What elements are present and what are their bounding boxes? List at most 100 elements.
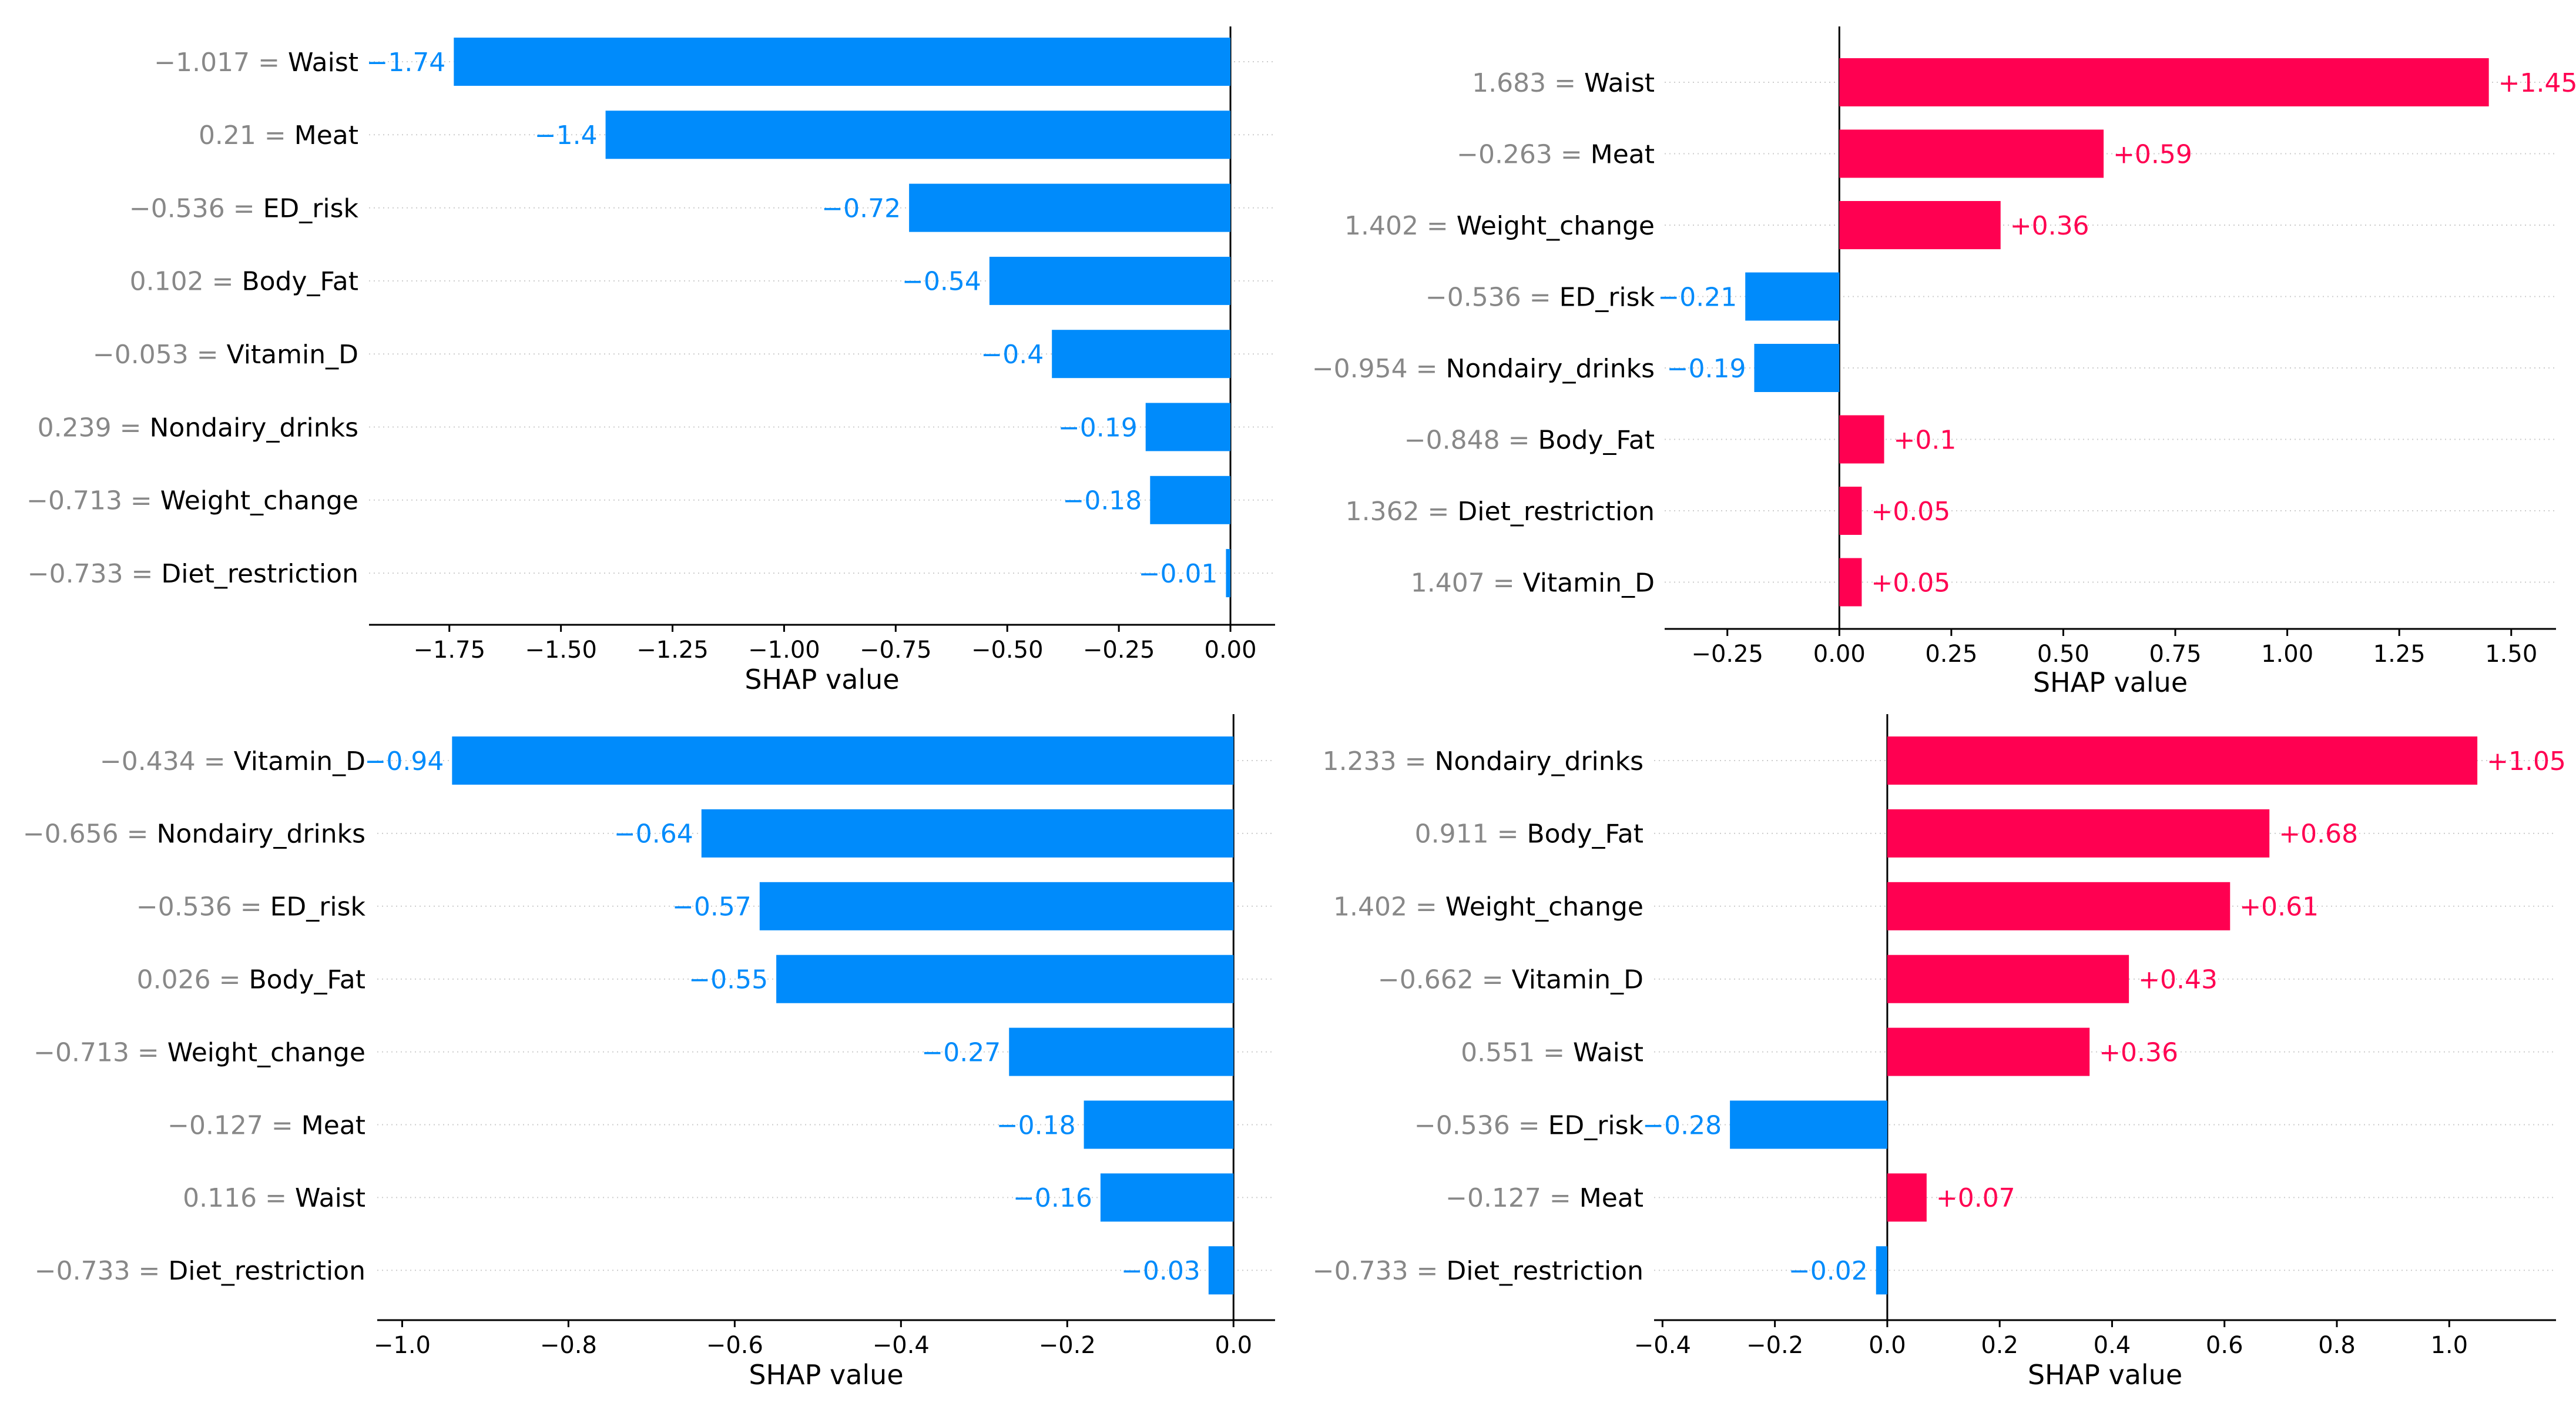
shap-value-label: −0.55	[689, 965, 768, 995]
feature-name: Diet_restriction	[161, 559, 358, 589]
feature-name: Nondairy_drinks	[1434, 746, 1643, 776]
shap-bar-vitamin-d	[1052, 330, 1231, 379]
shap-bar-ed-risk	[759, 882, 1234, 930]
feature-label: −0.954 = Nondairy_drinks	[1312, 354, 1655, 384]
x-tick-label: 0.4	[2094, 1332, 2131, 1359]
shap-bar-waist	[454, 38, 1231, 86]
feature-label: 0.026 = Body_Fat	[137, 965, 365, 995]
shap-bar-nondairy-drinks	[701, 809, 1234, 858]
shap-bar-meat	[1084, 1100, 1234, 1149]
x-axis-title: SHAP value	[749, 1359, 903, 1391]
shap-bar-weight-change	[1150, 476, 1231, 524]
shap-value-label: −0.54	[902, 267, 981, 297]
shap-bar-body-fat	[776, 955, 1234, 1003]
feature-label: 1.402 = Weight_change	[1333, 892, 1643, 922]
feature-name: Diet_restriction	[1446, 1256, 1643, 1286]
shap-value-label: −0.01	[1139, 559, 1218, 589]
feature-label: −0.127 = Meat	[1445, 1183, 1643, 1213]
x-tick-label: 1.0	[2430, 1332, 2468, 1359]
feature-value: 0.551 =	[1461, 1037, 1573, 1067]
shap-bar-vitamin-d	[1887, 955, 2129, 1003]
shap-value-label: +0.68	[2279, 819, 2358, 849]
x-tick-label: −0.2	[1039, 1332, 1096, 1359]
shap-value-label: −0.16	[1013, 1183, 1092, 1213]
feature-value: 1.407 =	[1411, 568, 1523, 598]
x-tick-label: 0.0	[1215, 1332, 1252, 1359]
shap-value-label: +0.43	[2138, 965, 2218, 995]
feature-value: 1.233 =	[1323, 746, 1435, 776]
shap-value-label: +0.1	[1894, 425, 1957, 455]
feature-value: 0.026 =	[137, 965, 249, 995]
shap-value-label: −1.4	[535, 120, 598, 150]
x-axis-title: SHAP value	[2028, 1359, 2182, 1391]
shap-value-label: −0.94	[364, 746, 444, 776]
feature-value: −0.733 =	[1313, 1256, 1447, 1286]
feature-value: 1.402 =	[1344, 211, 1457, 241]
x-tick-label: −0.25	[1083, 637, 1155, 664]
feature-value: −0.656 =	[23, 819, 157, 849]
x-axis-title: SHAP value	[744, 664, 899, 695]
feature-name: Meat	[301, 1110, 365, 1140]
feature-name: Weight_change	[160, 486, 358, 516]
x-tick-label: 0.00	[1813, 641, 1866, 668]
feature-name: ED_risk	[263, 193, 359, 223]
x-tick-label: 0.0	[1869, 1332, 1906, 1359]
shap-bar-nondairy-drinks	[1754, 344, 1840, 392]
feature-label: 1.407 = Vitamin_D	[1411, 568, 1655, 598]
feature-value: −0.053 =	[93, 340, 227, 370]
feature-value: −0.848 =	[1404, 425, 1538, 455]
shap-value-label: −0.18	[1062, 486, 1142, 516]
feature-name: Body_Fat	[1527, 819, 1643, 849]
feature-name: Weight_change	[1445, 892, 1643, 922]
feature-label: 1.402 = Weight_change	[1344, 211, 1655, 241]
shap-value-label: −0.18	[997, 1110, 1076, 1140]
shap-panel-4: +1.05 1.233 = Nondairy_drinks +0.68 0.911 =…	[1313, 714, 2566, 1391]
x-tick-label: −1.0	[374, 1332, 431, 1359]
shap-bar-ed-risk	[1745, 272, 1840, 321]
feature-label: −0.733 = Diet_restriction	[35, 1256, 365, 1286]
shap-bar-body-fat	[989, 256, 1231, 305]
shap-value-label: −1.74	[366, 48, 445, 78]
x-tick-label: −0.8	[540, 1332, 597, 1359]
shap-panel-1: −1.74 −1.017 = Waist −1.4 0.21 = Meat −0.72 −…	[26, 26, 1275, 695]
feature-label: −0.127 = Meat	[167, 1110, 365, 1140]
feature-label: 1.683 = Waist	[1472, 68, 1655, 98]
feature-label: −0.053 = Vitamin_D	[93, 340, 358, 370]
shap-bar-weight-change	[1009, 1027, 1234, 1076]
x-tick-label: 0.6	[2206, 1332, 2243, 1359]
shap-value-label: −0.28	[1642, 1110, 1722, 1140]
x-tick-label: −0.2	[1746, 1332, 1803, 1359]
shap-value-label: +0.05	[1871, 497, 1950, 527]
x-tick-label: −0.6	[706, 1332, 763, 1359]
shap-value-label: +0.36	[2099, 1037, 2178, 1067]
x-tick-label: 0.50	[2037, 641, 2089, 668]
x-tick-label: −0.25	[1691, 641, 1763, 668]
shap-value-label: −0.19	[1058, 413, 1138, 443]
shap-value-label: +0.59	[2113, 139, 2192, 169]
x-tick-label: 0.00	[1205, 637, 1257, 664]
shap-value-label: −0.02	[1789, 1256, 1868, 1286]
x-tick-label: −1.00	[748, 637, 820, 664]
feature-label: −0.848 = Body_Fat	[1404, 425, 1655, 455]
feature-label: 0.116 = Waist	[183, 1183, 365, 1213]
feature-label: −0.713 = Weight_change	[33, 1037, 365, 1067]
x-tick-label: −0.4	[1634, 1332, 1691, 1359]
x-tick-label: 0.2	[1981, 1332, 2018, 1359]
shap-value-label: −0.57	[672, 892, 752, 922]
feature-name: Nondairy_drinks	[149, 413, 358, 443]
x-tick-label: −1.50	[525, 637, 597, 664]
feature-name: Body_Fat	[1538, 425, 1655, 455]
feature-value: 1.683 =	[1472, 68, 1584, 98]
shap-bar-waist	[1100, 1173, 1234, 1222]
feature-name: Vitamin_D	[234, 746, 365, 776]
feature-label: −0.733 = Diet_restriction	[28, 559, 358, 589]
feature-value: −0.263 =	[1457, 139, 1591, 169]
feature-label: −0.656 = Nondairy_drinks	[23, 819, 365, 849]
feature-value: −0.434 =	[100, 746, 234, 776]
feature-value: −0.713 =	[26, 486, 160, 516]
feature-value: 0.21 =	[199, 120, 294, 150]
feature-value: −0.536 =	[1425, 282, 1559, 312]
feature-label: 0.21 = Meat	[199, 120, 358, 150]
feature-name: Vitamin_D	[1523, 568, 1655, 598]
feature-name: Weight_change	[167, 1037, 365, 1067]
